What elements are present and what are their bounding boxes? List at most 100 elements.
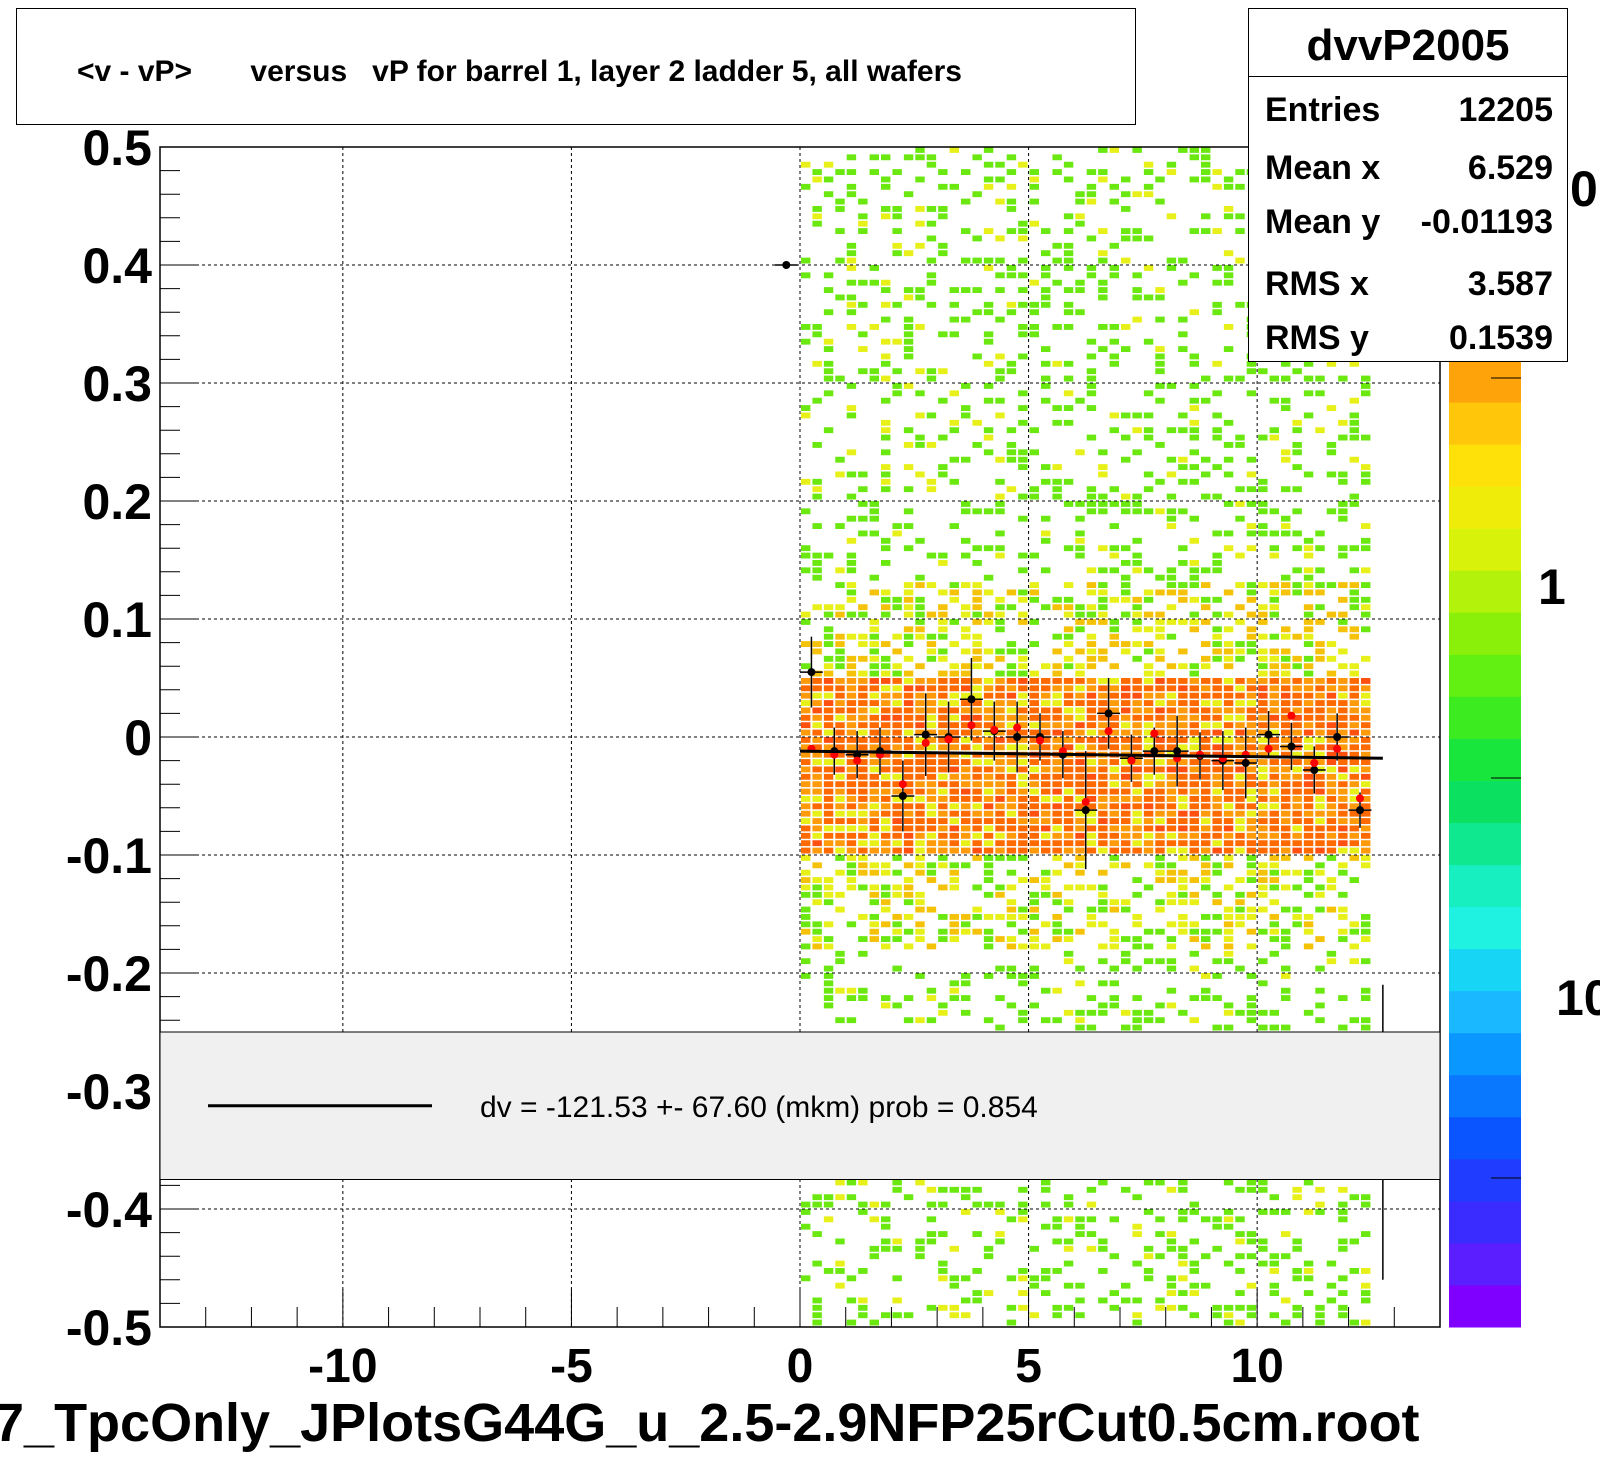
density-cell [1086,685,1097,692]
density-cell [1063,604,1074,611]
density-cell [1235,1231,1245,1237]
density-cell [1029,906,1039,913]
density-cell [1338,796,1348,802]
density-cell [1155,773,1165,780]
density-cell [1006,154,1017,161]
density-cell [1258,633,1268,640]
density-cell [1041,663,1051,670]
density-cell [892,338,902,345]
density-cell [835,471,845,478]
density-cell [1223,788,1234,795]
density-cell [869,169,879,175]
density-cell [1109,523,1119,529]
density-cell [915,936,925,942]
density-cell [903,1312,914,1319]
density-cell [858,1268,868,1274]
density-cell [1258,751,1268,758]
density-cell [1018,832,1028,839]
density-cell [1303,545,1314,552]
density-cell [1075,1312,1085,1319]
density-cell [1361,626,1371,633]
density-cell [1075,198,1085,205]
density-cell [983,589,994,596]
density-cell [1338,478,1348,485]
density-cell [1246,1282,1257,1289]
density-cell [1201,161,1211,168]
density-cell [1212,596,1222,603]
density-cell [881,692,891,699]
density-cell [1292,803,1302,810]
density-cell [1018,1216,1028,1223]
density-cell [1178,692,1188,699]
density-cell [995,810,1005,817]
density-cell [949,1186,959,1193]
density-cell [1086,1201,1097,1208]
density-cell [926,582,937,588]
density-cell [938,692,948,699]
density-cell [995,375,1005,382]
density-cell [1235,773,1245,780]
density-cell [1361,928,1371,935]
density-cell [938,206,948,212]
density-cell [1246,818,1257,824]
density-cell [1155,810,1165,817]
density-cell [835,1194,845,1201]
density-cell [1178,707,1188,714]
density-cell [1041,1268,1051,1274]
density-cell [1223,906,1234,913]
density-cell [1269,552,1279,559]
density-cell [892,1275,902,1282]
density-cell [1223,611,1234,618]
density-cell [938,678,948,684]
density-cell [1235,648,1245,655]
density-cell [801,744,811,751]
density-cell [1258,832,1268,839]
density-cell [903,154,914,161]
density-cell [1018,781,1028,788]
density-cell [858,818,868,824]
density-cell [1338,832,1348,839]
density-cell [1166,604,1177,611]
density-cell [926,1216,937,1223]
density-cell [1303,751,1314,758]
density-cell [1281,855,1291,861]
stat-row-rms-x: RMS x 3.587 [1265,265,1553,305]
density-cell [812,1304,822,1311]
density-cell [1258,663,1268,670]
density-cell [1315,744,1325,751]
density-cell [869,744,879,751]
density-cell [1281,1209,1291,1215]
density-cell [801,847,811,854]
density-cell [1235,737,1245,743]
density-cell [1121,796,1131,802]
density-cell [1109,773,1119,780]
density-cell [869,375,879,382]
density-cell [1292,766,1302,773]
density-cell [938,840,948,847]
density-cell [892,928,902,935]
density-cell [1361,390,1371,397]
density-cell [949,796,959,802]
density-cell [1281,589,1291,596]
density-cell [1349,360,1359,367]
density-cell [801,257,811,264]
density-cell [1109,936,1119,942]
density-cell [1086,383,1097,389]
density-cell [1075,714,1085,721]
density-cell [1326,773,1337,780]
density-cell [1201,928,1211,935]
density-cell [938,648,948,655]
density-cell [1235,1304,1245,1311]
density-cell [823,176,834,183]
density-cell [961,663,971,670]
density-cell [1281,456,1291,463]
density-cell [1109,1253,1119,1260]
density-cell [858,847,868,854]
density-cell [846,987,857,994]
density-cell [1281,700,1291,706]
density-cell [881,663,891,670]
density-cell [1189,383,1199,389]
density-cell [1155,648,1165,655]
density-cell [1349,427,1359,434]
density-cell [1212,781,1222,788]
